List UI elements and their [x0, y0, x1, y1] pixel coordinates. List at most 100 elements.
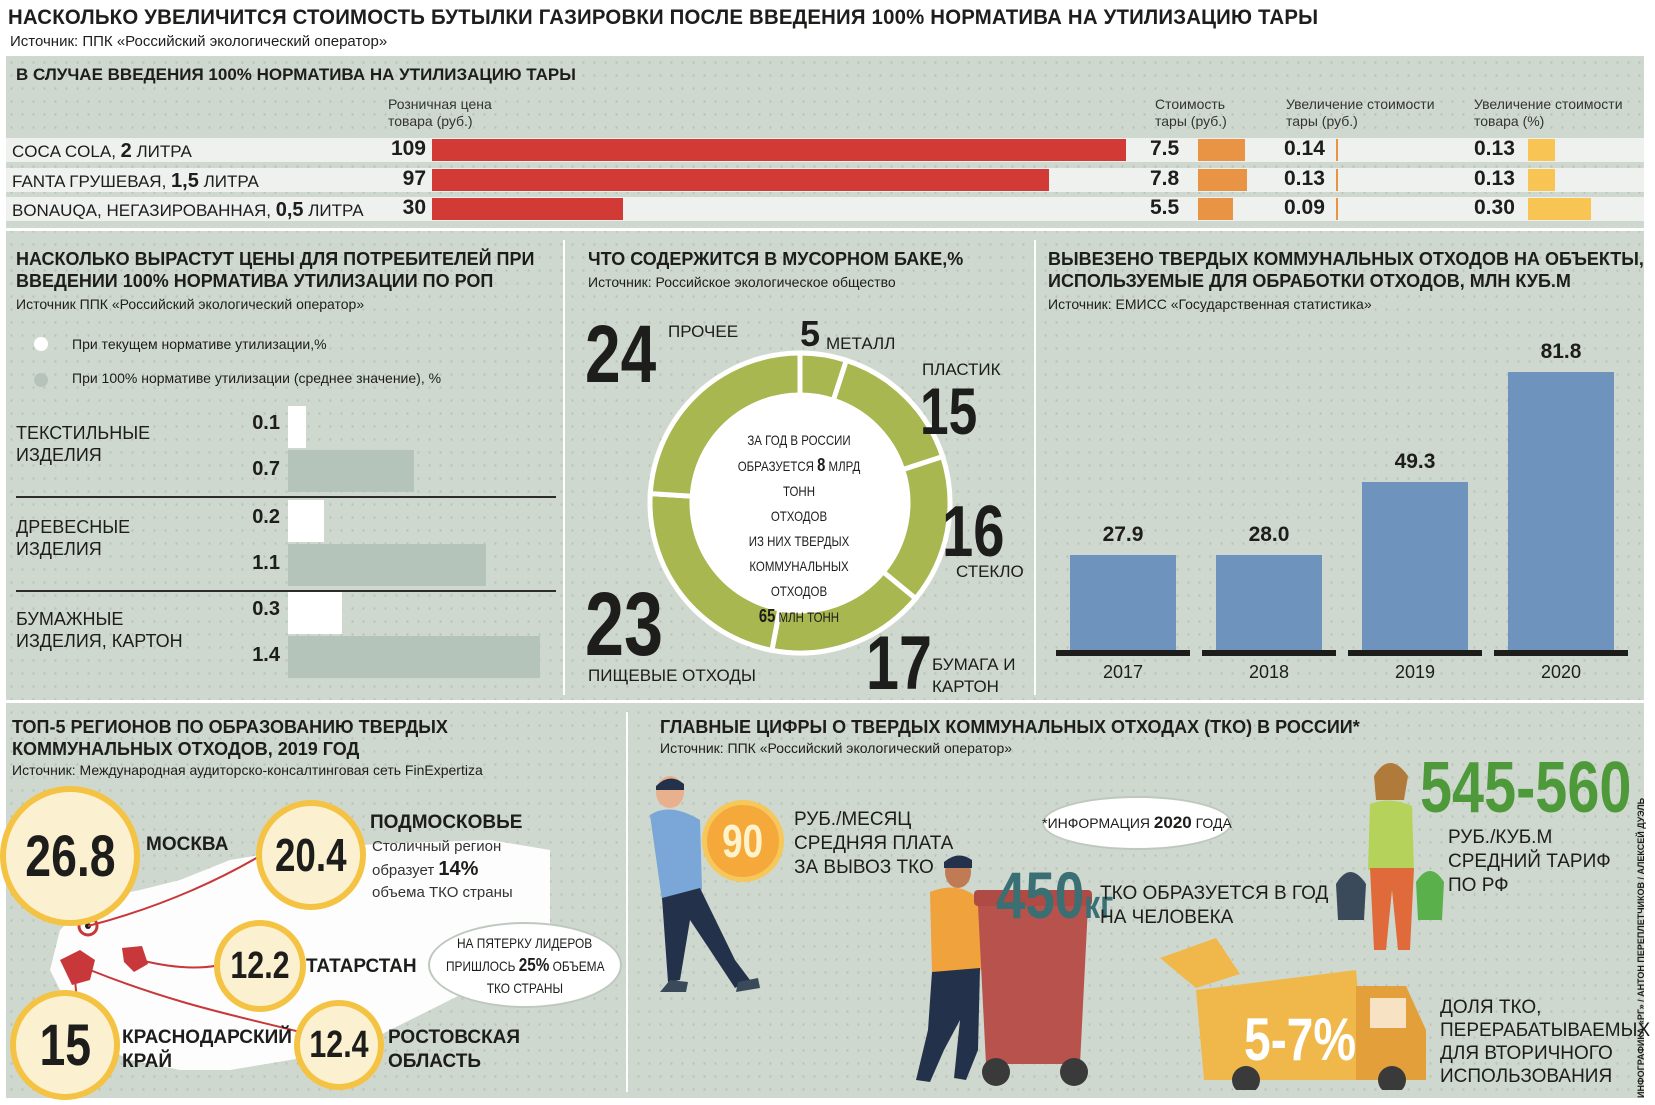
fee-value: 90: [722, 815, 764, 867]
donut-center-text: ЗА ГОД В РОССИИ ОБРАЗУЕТСЯ 8 МЛРД ТОНН О…: [724, 428, 873, 630]
product-volume: 2: [120, 140, 132, 162]
tko-year-label: 2019: [1394, 662, 1436, 682]
pack-increase-value: 0.13: [1284, 167, 1325, 190]
region-circle-rostov: 12.4: [294, 1000, 384, 1090]
pack-increase-bar: [1336, 169, 1338, 191]
product-unit: ЛИТРА: [131, 142, 192, 161]
product-volume: 1,5: [171, 170, 199, 192]
divider: [6, 700, 1644, 703]
leaders-note-bubble: НА ПЯТЕРКУ ЛИДЕРОВ ПРИШЛОСЬ 25% ОБЪЕМА Т…: [428, 922, 622, 1008]
consumer-section-source: Источник ППК «Российский экологический о…: [16, 296, 365, 312]
category-separator: [16, 496, 556, 498]
center-line: ИЗ НИХ ТВЕРДЫХ: [748, 533, 850, 549]
regions-section-source: Источник: Международная аудиторско-конса…: [12, 762, 483, 778]
fee-text: РУБ./МЕСЯЦ СРЕДНЯЯ ПЛАТА ЗА ВЫВОЗ ТКО: [794, 809, 954, 878]
pack-increase-bar: [1336, 198, 1338, 220]
pack-bar: [1198, 198, 1233, 220]
slice-value-metal: 5: [800, 313, 821, 354]
donut-center: [692, 395, 908, 611]
full-value-label: 1.4: [252, 644, 280, 666]
pack-bar: [1198, 139, 1246, 161]
tko-year-label: 2018: [1248, 662, 1290, 682]
category-label: БУМАЖНЫЕ ИЗДЕЛИЯ, КАРТОН: [16, 609, 183, 651]
product-name: BONAUQA, НЕГАЗИРОВАННАЯ, 0,5 ЛИТРА: [12, 199, 364, 222]
product-increase-bar: [1528, 139, 1556, 161]
product-increase-value: 0.13: [1474, 167, 1515, 190]
region-label-moscow: МОСКВА: [146, 834, 229, 855]
donut-slice: [647, 350, 803, 499]
person-with-coin-illustration: [650, 776, 760, 992]
slice-value-paper: 17: [866, 621, 932, 706]
center-line: ОТХОДОВ: [770, 508, 828, 524]
pack-increase-value: 0.14: [1284, 137, 1325, 160]
price-value: 109: [390, 137, 426, 160]
price-value: 30: [402, 196, 426, 219]
keyfig-section-title: ГЛАВНЫЕ ЦИФРЫ О ТВЕРДЫХ КОММУНАЛЬНЫХ ОТХ…: [660, 717, 1360, 737]
page-title: НАСКОЛЬКО УВЕЛИЧИТСЯ СТОИМОСТЬ БУТЫЛКИ Г…: [8, 6, 1319, 29]
info-note-bubble: *ИНФОРМАЦИЯ 2020 ГОДА: [1042, 796, 1232, 850]
category-label: ТЕКСТИЛЬНЫЕ ИЗДЕЛИЯ: [16, 423, 151, 465]
region-circle-moscow-oblast: 20.4: [256, 800, 366, 910]
divider: [6, 228, 1644, 231]
full-value-label: 1.1: [252, 552, 280, 574]
region-circle-krasnodar: 15: [10, 990, 120, 1100]
current-bar: [288, 500, 324, 542]
product-increase-bar: [1528, 198, 1591, 220]
tko-year-label: 2017: [1102, 662, 1144, 682]
region-circle-tatarstan: 12.2: [214, 920, 306, 1012]
per-capita-value: 450кг: [996, 858, 1114, 932]
tko-axis-segment: [1056, 650, 1190, 656]
bin-section-title: ЧТО СОДЕРЖИТСЯ В МУСОРНОМ БАКЕ,%: [588, 249, 964, 269]
price-bar: [432, 169, 1050, 191]
product-name-text: COCA COLA,: [12, 142, 121, 161]
product-volume: 0,5: [275, 199, 304, 221]
tko-value-label: 28.0: [1248, 522, 1290, 546]
tko-axis-segment: [1348, 650, 1482, 656]
slice-label-other: ПРОЧЕЕ: [668, 322, 739, 341]
slice-label-paper: БУМАГА И КАРТОН: [932, 655, 1016, 696]
woman-with-bags-illustration: [1336, 763, 1444, 950]
pack-increase-value: 0.09: [1284, 196, 1325, 219]
garbage-truck-illustration: [1160, 938, 1426, 1090]
tariff-value: 545-560: [1420, 748, 1632, 828]
tko-bar: [1070, 555, 1176, 650]
bin-section-source: Источник: Российское экологическое общес…: [588, 274, 896, 290]
product-increase-value: 0.13: [1474, 137, 1515, 160]
slice-value-plastic: 15: [920, 374, 978, 448]
per-capita-text: ТКО ОБРАЗУЕТСЯ В ГОД НА ЧЕЛОВЕКА: [1100, 883, 1329, 928]
legend-label-full: При 100% нормативе утилизации (среднее з…: [72, 370, 442, 386]
tko-section-source: Источник: ЕМИСС «Государственная статист…: [1048, 296, 1372, 312]
divider: [563, 240, 565, 695]
table-row: [6, 197, 1644, 221]
current-value-label: 0.2: [252, 506, 280, 528]
center-line: КОММУНАЛЬНЫХ ОТХОДОВ: [749, 558, 849, 599]
product-name: COCA COLA, 2 ЛИТРА: [12, 140, 192, 163]
category-label: ДРЕВЕСНЫЕ ИЗДЕЛИЯ: [16, 517, 131, 559]
soda-section-title: В СЛУЧАЕ ВВЕДЕНИЯ 100% НОРМАТИВА НА УТИЛ…: [16, 65, 576, 84]
center-line: ЗА ГОД В РОССИИ: [747, 432, 851, 448]
slice-value-food: 23: [585, 575, 664, 675]
consumer-section-title: НАСКОЛЬКО ВЫРАСТУТ ЦЕНЫ ДЛЯ ПОТРЕБИТЕЛЕЙ…: [16, 249, 535, 291]
recycle-text: ДОЛЯ ТКО, ПЕРЕРАБАТЫВАЕМЫХ ДЛЯ ВТОРИЧНОГ…: [1440, 997, 1651, 1087]
col-header-prod-inc: Увеличение стоимости товара (%): [1474, 96, 1623, 129]
region-circle-moscow: 26.8: [0, 786, 140, 926]
tko-section-title: ВЫВЕЗЕНО ТВЕРДЫХ КОММУНАЛЬНЫХ ОТХОДОВ НА…: [1048, 249, 1644, 291]
tko-bar: [1216, 554, 1322, 650]
full-value-label: 0.7: [252, 458, 280, 480]
price-value: 97: [402, 167, 426, 190]
current-bar: [288, 406, 306, 448]
col-header-pack-inc: Увеличение стоимости тары (руб.): [1286, 96, 1435, 129]
current-value-label: 0.3: [252, 598, 280, 620]
full-bar: [288, 544, 486, 586]
center-line: ОБРАЗУЕТСЯ 8 МЛРД ТОНН: [737, 455, 861, 499]
tko-bar: [1362, 482, 1468, 650]
product-unit: ЛИТРА: [303, 201, 364, 220]
col-header-pack: Стоимость тары (руб.): [1155, 96, 1227, 129]
current-value-label: 0.1: [252, 412, 280, 434]
price-bar: [432, 198, 623, 220]
bin-donut-chart: [647, 350, 953, 656]
page-source: Источник: ППК «Российский экологический …: [10, 33, 388, 50]
product-increase-value: 0.30: [1474, 196, 1515, 219]
tko-year-label: 2020: [1540, 662, 1582, 682]
legend-dot-current: [34, 337, 48, 351]
